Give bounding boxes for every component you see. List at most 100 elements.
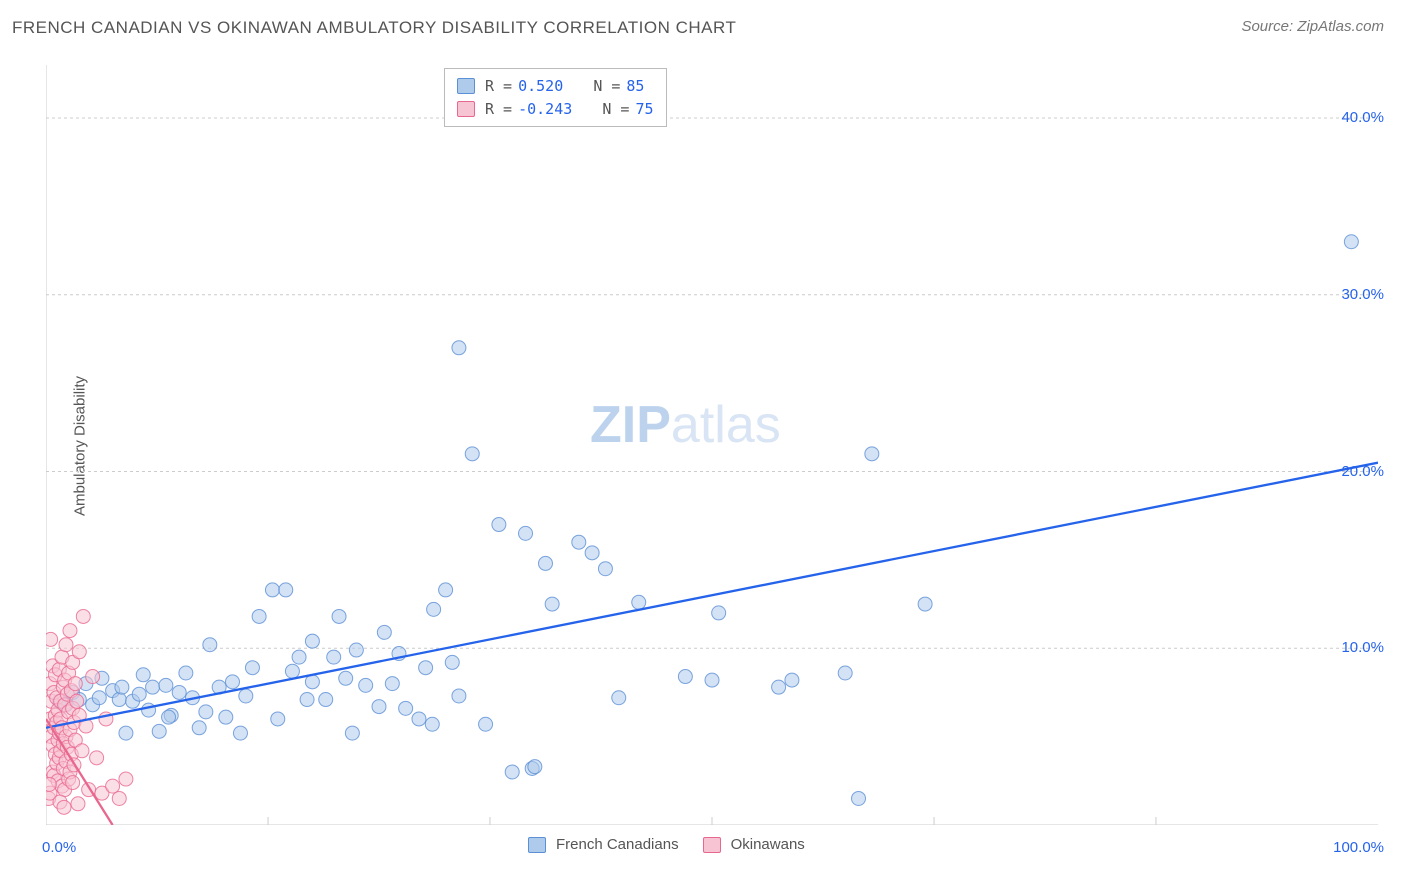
- data-point: [162, 710, 176, 724]
- x-tick-label: 100.0%: [1333, 839, 1384, 856]
- data-point: [199, 705, 213, 719]
- data-point: [179, 666, 193, 680]
- legend-label: French Canadians: [556, 836, 679, 853]
- data-point: [300, 693, 314, 707]
- data-point: [76, 609, 90, 623]
- data-point: [678, 670, 692, 684]
- data-point: [465, 447, 479, 461]
- data-point: [119, 772, 133, 786]
- data-point: [572, 535, 586, 549]
- data-point: [852, 791, 866, 805]
- source-label: Source: ZipAtlas.com: [1241, 18, 1384, 35]
- data-point: [439, 583, 453, 597]
- data-point: [46, 777, 56, 791]
- data-point: [203, 638, 217, 652]
- data-point: [612, 691, 626, 705]
- data-point: [225, 675, 239, 689]
- legend-swatch: [703, 837, 721, 853]
- data-point: [75, 744, 89, 758]
- data-point: [71, 797, 85, 811]
- data-point: [785, 673, 799, 687]
- data-point: [427, 602, 441, 616]
- data-point: [119, 726, 133, 740]
- data-point: [305, 675, 319, 689]
- data-point: [72, 645, 86, 659]
- data-point: [192, 721, 206, 735]
- data-point: [159, 678, 173, 692]
- data-point: [112, 791, 126, 805]
- data-point: [319, 693, 333, 707]
- y-tick-label: 40.0%: [1341, 109, 1384, 126]
- data-point: [172, 685, 186, 699]
- series-legend: French Canadians Okinawans: [528, 836, 805, 853]
- data-point: [332, 609, 346, 623]
- data-point: [271, 712, 285, 726]
- stats-row: R = 0.520 N = 85: [457, 75, 654, 98]
- y-tick-label: 10.0%: [1341, 639, 1384, 656]
- legend-item: French Canadians: [528, 836, 679, 853]
- data-point: [372, 700, 386, 714]
- data-point: [115, 680, 129, 694]
- data-point: [445, 655, 459, 669]
- data-point: [152, 724, 166, 738]
- data-point: [86, 670, 100, 684]
- data-point: [305, 634, 319, 648]
- data-point: [112, 693, 126, 707]
- data-point: [545, 597, 559, 611]
- stat-n-label: N =: [593, 75, 620, 98]
- data-point: [146, 680, 160, 694]
- data-point: [66, 776, 80, 790]
- data-point: [377, 625, 391, 639]
- stats-legend: R = 0.520 N = 85R = -0.243 N = 75: [444, 68, 667, 127]
- scatter-chart: [46, 65, 1378, 825]
- data-point: [345, 726, 359, 740]
- stat-r-label: R =: [485, 98, 512, 121]
- stat-r-value: 0.520: [518, 75, 563, 98]
- data-point: [452, 341, 466, 355]
- data-point: [505, 765, 519, 779]
- data-point: [292, 650, 306, 664]
- data-point: [585, 546, 599, 560]
- data-point: [385, 677, 399, 691]
- x-tick-label: 0.0%: [42, 839, 76, 856]
- data-point: [399, 701, 413, 715]
- stat-n-value: 85: [626, 75, 644, 98]
- data-point: [265, 583, 279, 597]
- data-point: [452, 689, 466, 703]
- stat-n-value: 75: [635, 98, 653, 121]
- data-point: [142, 703, 156, 717]
- data-point: [339, 671, 353, 685]
- data-point: [712, 606, 726, 620]
- legend-swatch: [457, 101, 475, 117]
- data-point: [1344, 235, 1358, 249]
- data-point: [918, 597, 932, 611]
- stat-r-label: R =: [485, 75, 512, 98]
- chart-title: FRENCH CANADIAN VS OKINAWAN AMBULATORY D…: [12, 18, 736, 38]
- data-point: [349, 643, 363, 657]
- data-point: [772, 680, 786, 694]
- chart-container: FRENCH CANADIAN VS OKINAWAN AMBULATORY D…: [0, 0, 1406, 892]
- data-point: [632, 595, 646, 609]
- data-point: [70, 694, 84, 708]
- data-point: [327, 650, 341, 664]
- data-point: [132, 687, 146, 701]
- stat-r-value: -0.243: [518, 98, 572, 121]
- legend-item: Okinawans: [703, 836, 805, 853]
- data-point: [279, 583, 293, 597]
- stats-row: R = -0.243 N = 75: [457, 98, 654, 121]
- data-point: [106, 779, 120, 793]
- data-point: [68, 677, 82, 691]
- data-point: [528, 760, 542, 774]
- data-point: [46, 632, 58, 646]
- data-point: [412, 712, 426, 726]
- stat-n-label: N =: [602, 98, 629, 121]
- y-tick-label: 30.0%: [1341, 286, 1384, 303]
- data-point: [838, 666, 852, 680]
- data-point: [705, 673, 719, 687]
- legend-swatch: [528, 837, 546, 853]
- data-point: [539, 556, 553, 570]
- data-point: [492, 518, 506, 532]
- y-tick-label: 20.0%: [1341, 463, 1384, 480]
- trend-line: [46, 463, 1378, 728]
- data-point: [59, 638, 73, 652]
